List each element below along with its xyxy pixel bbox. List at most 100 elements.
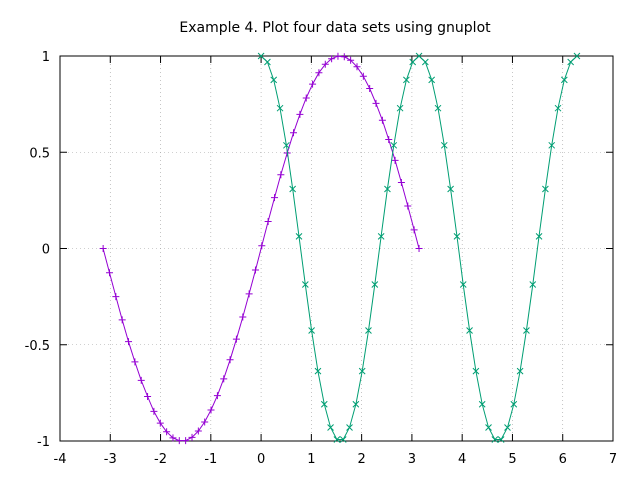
series-2-point [295,233,303,240]
series-2-point [264,58,271,66]
series-1-point [410,226,418,234]
series-1-point [277,171,285,179]
series-2-point [371,281,379,288]
series-1-point [347,56,355,64]
series-2-point [434,104,442,112]
series-1-point [271,194,279,202]
series-2-point [466,327,473,334]
series-2-point [459,281,467,288]
series-1-line [102,55,420,442]
series-2-point [308,327,315,334]
x-tick-label: -3 [104,452,117,467]
series-2-point [377,233,385,240]
series-2-point [428,76,436,84]
series-1-point [315,69,323,77]
x-tick-label: 7 [609,452,617,467]
series-2-point [289,185,297,193]
series-2-point [516,367,524,375]
series-2-point [510,400,518,408]
series-1-point [296,110,304,118]
series-2-point [573,52,581,60]
series-1-point [106,269,114,277]
series-2-point [403,76,410,84]
series-1-point [118,316,126,324]
series-1-point [175,437,183,445]
x-tick-label: -1 [204,452,217,467]
series-1-point [194,427,202,435]
series-2-point [472,367,480,375]
x-tick-label: 6 [559,452,567,467]
series-2-point [270,76,278,84]
series-1-point [385,136,393,144]
series-1-point [112,293,120,301]
series-layer [99,52,581,445]
series-1-point [378,116,386,124]
series-1-point [245,290,253,298]
series-2-point [365,327,372,334]
series-1-point [391,156,399,164]
series-1-point [321,60,329,68]
series-1-point [366,85,374,93]
series-2-point [560,76,568,84]
x-tick-label: 2 [357,452,365,467]
chart-title: Example 4. Plot four data sets using gnu… [179,20,491,36]
series-1-point [334,52,342,60]
series-2-point [396,104,404,112]
series-1-point [359,72,367,80]
series-2-point [257,52,265,60]
series-2-point [529,281,537,288]
y-tick-label: -1 [37,435,50,450]
series-1-point [258,242,266,250]
series-1-point [309,80,317,88]
series-2-point [497,436,505,443]
series-2-point [352,400,360,408]
series-2-point [339,436,347,443]
series-1-point [251,266,259,274]
series-1-point [302,94,310,102]
series-2-point [358,367,366,375]
series-1-point [207,406,215,414]
series-1-point [328,55,336,63]
series-1-point [220,375,228,383]
series-2-point [327,424,334,431]
series-1-point [150,407,158,415]
series-1-point [404,202,412,210]
y-tick-label: 1 [42,50,50,65]
series-1-point [415,245,423,252]
series-1-point [201,418,209,426]
series-1-point [144,393,152,401]
series-2-point [276,104,284,112]
series-1-point [226,356,234,364]
grid [60,56,613,441]
series-2-point [447,185,454,193]
series-1-point [163,428,171,436]
series-2-point [542,185,549,193]
series-2-point [478,400,486,408]
series-2-point [535,233,543,240]
series-2-point [346,424,353,431]
series-1-point [156,419,164,427]
y-tick-label: -0.5 [25,339,50,354]
series-1-point [213,392,221,400]
series-2-point [314,367,322,375]
series-1-point [232,335,240,343]
series-2-point [567,58,575,66]
series-2-point [320,400,328,408]
series-2-point [409,58,417,66]
series-2-point [548,141,556,149]
series-1-point [353,63,361,71]
series-1-point [137,376,145,384]
series-2-point [523,327,530,334]
series-1-point [340,53,348,61]
x-axis: -4 -3 -2 -1 0 1 2 3 4 5 6 7 [54,56,617,467]
series-1-point [397,178,405,186]
series-2-point [554,104,562,112]
x-tick-label: 4 [458,452,466,467]
x-tick-label: 3 [408,452,416,467]
series-1-point [372,99,380,107]
x-tick-label: -4 [54,452,67,467]
series-2-point [415,52,423,60]
y-tick-label: 0 [42,243,50,258]
y-axis: 1 0.5 0 -0.5 -1 [25,50,613,450]
